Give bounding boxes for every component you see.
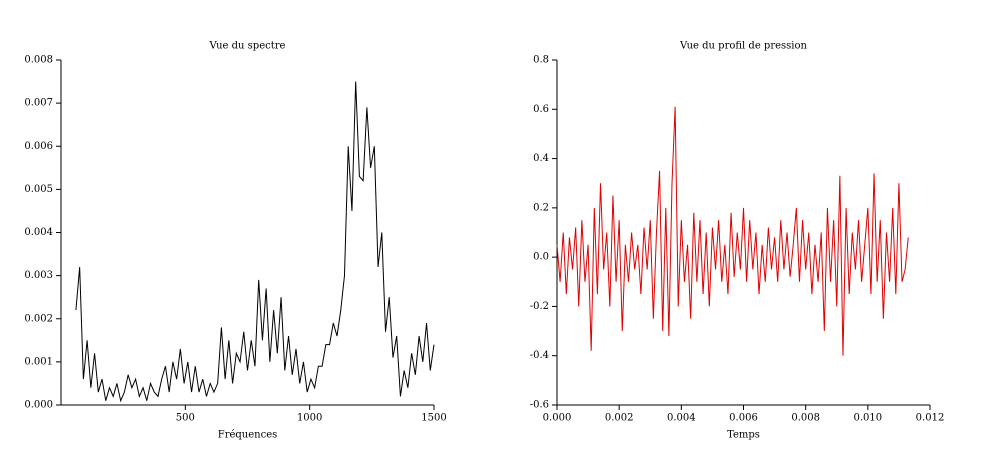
y-tick-label: 0.0 [533, 252, 549, 263]
y-tick-label: 0.2 [533, 202, 549, 213]
x-tick-label: 500 [176, 413, 195, 424]
y-tick-label: -0.4 [530, 350, 549, 361]
x-tick-label: 0.008 [791, 413, 820, 424]
x-tick-label: 0.000 [543, 413, 572, 424]
y-tick-label: 0.005 [24, 184, 53, 195]
chart-title: Vue du profil de pression [679, 41, 807, 52]
chart-title: Vue du spectre [209, 41, 286, 52]
y-tick-label: 0.001 [24, 356, 53, 367]
y-tick-label: 0.8 [533, 55, 549, 66]
data-line [556, 106, 909, 356]
x-tick-label: 0.006 [729, 413, 758, 424]
y-tick-label: 0.007 [24, 98, 53, 109]
data-line [75, 81, 435, 403]
y-tick-label: 0.002 [24, 313, 53, 324]
x-axis-label: Fréquences [218, 430, 278, 441]
x-axis-label: Temps [727, 430, 760, 441]
y-tick-label: 0.008 [24, 55, 53, 66]
y-tick-label: -0.2 [530, 301, 549, 312]
y-tick-label: 0.006 [24, 141, 53, 152]
x-tick-label: 1500 [421, 413, 446, 424]
y-tick-label: 0.4 [533, 153, 549, 164]
x-tick-label: 1000 [297, 413, 322, 424]
x-tick-label: 0.002 [605, 413, 634, 424]
y-tick-label: 0.004 [24, 227, 53, 238]
y-tick-label: 0.000 [24, 400, 53, 411]
x-tick-label: 0.004 [667, 413, 696, 424]
x-tick-label: 0.010 [854, 413, 883, 424]
y-tick-label: 0.6 [533, 104, 549, 115]
y-tick-label: -0.6 [530, 400, 549, 411]
y-tick-label: 0.003 [24, 270, 53, 281]
x-tick-label: 0.012 [916, 413, 945, 424]
